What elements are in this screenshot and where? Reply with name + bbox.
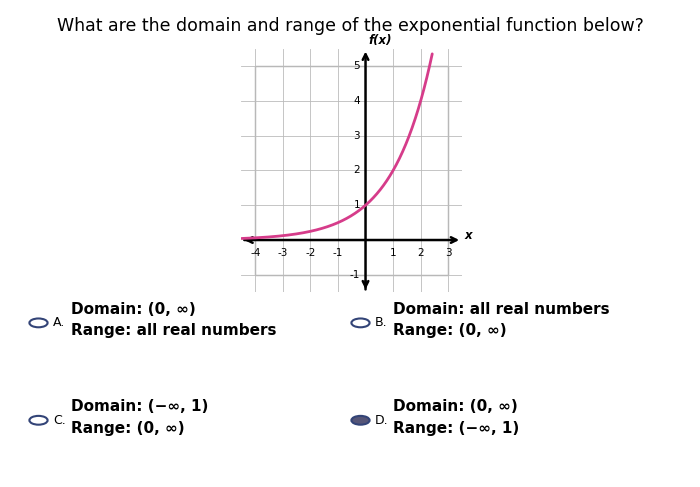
- Text: -3: -3: [278, 248, 288, 258]
- Bar: [256, 66, 448, 275]
- Text: 4: 4: [354, 96, 360, 106]
- Text: Domain: all real numbers: Domain: all real numbers: [393, 302, 609, 317]
- Text: f(x): f(x): [369, 34, 392, 47]
- Text: -1: -1: [349, 270, 360, 280]
- Text: Range: (0, ∞): Range: (0, ∞): [393, 323, 506, 338]
- Text: Domain: (−∞, 1): Domain: (−∞, 1): [71, 399, 208, 414]
- Text: B.: B.: [375, 317, 388, 329]
- Text: -1: -1: [332, 248, 343, 258]
- Text: 3: 3: [354, 131, 360, 141]
- Text: Domain: (0, ∞): Domain: (0, ∞): [71, 302, 195, 317]
- Text: Range: (−∞, 1): Range: (−∞, 1): [393, 421, 519, 435]
- Text: x: x: [465, 229, 472, 243]
- Text: -4: -4: [250, 248, 260, 258]
- Text: Range: (0, ∞): Range: (0, ∞): [71, 421, 184, 435]
- Text: 3: 3: [445, 248, 452, 258]
- Text: Range: all real numbers: Range: all real numbers: [71, 323, 277, 338]
- Text: A.: A.: [53, 317, 66, 329]
- Text: -2: -2: [305, 248, 316, 258]
- Text: 5: 5: [354, 61, 360, 71]
- Text: 2: 2: [417, 248, 424, 258]
- Text: 2: 2: [354, 166, 360, 175]
- Text: What are the domain and range of the exponential function below?: What are the domain and range of the exp…: [57, 17, 643, 35]
- Text: 1: 1: [354, 200, 360, 210]
- Text: Domain: (0, ∞): Domain: (0, ∞): [393, 399, 517, 414]
- Text: D.: D.: [375, 414, 389, 427]
- Text: 1: 1: [390, 248, 396, 258]
- Text: C.: C.: [53, 414, 66, 427]
